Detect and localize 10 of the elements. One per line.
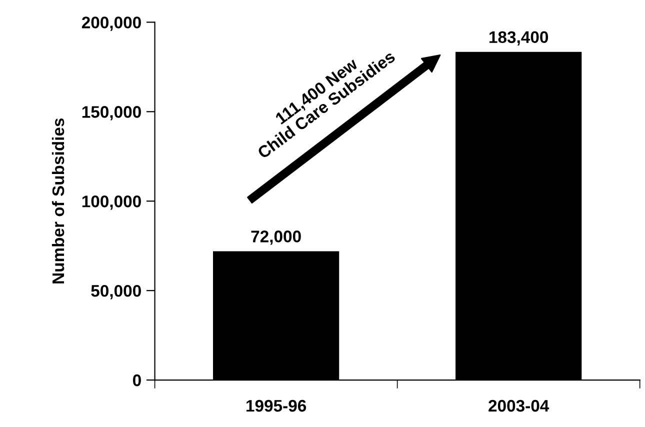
x-tick-label: 1995-96 (246, 400, 306, 412)
y-tick-label: 150,000 (82, 106, 141, 120)
data-label: 72,000 (251, 230, 301, 245)
y-tick-label: 200,000 (82, 16, 141, 31)
x-tick-label: 2003-04 (488, 400, 550, 412)
y-axis-title: Number of Subsidies (52, 118, 64, 284)
y-tick-label: 50,000 (91, 284, 141, 300)
y-tick-label: 0 (132, 374, 141, 386)
y-tick-label: 100,000 (82, 196, 141, 210)
data-label: 183,400 (490, 31, 548, 46)
